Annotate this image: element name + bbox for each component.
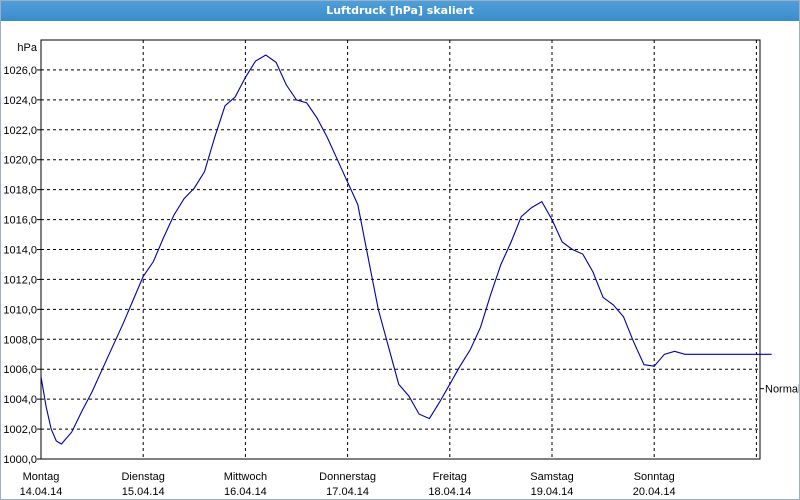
day-weekday-label: Montag — [23, 471, 60, 483]
day-date-label: 17.04.14 — [326, 486, 369, 498]
y-tick-label: 1012,0 — [3, 274, 37, 286]
day-weekday-label: Freitag — [433, 471, 467, 483]
day-weekday-label: Sonntag — [634, 471, 675, 483]
day-weekday-label: Donnerstag — [319, 471, 376, 483]
y-tick-label: 1018,0 — [3, 185, 37, 197]
day-date-label: 15.04.14 — [122, 486, 165, 498]
grid-lines — [41, 40, 760, 459]
y-tick-label: 1016,0 — [3, 215, 37, 227]
y-tick-label: 1014,0 — [3, 245, 37, 257]
y-tick-label: 1022,0 — [3, 125, 37, 137]
y-tick-label: 1006,0 — [3, 364, 37, 376]
y-tick-label: 1024,0 — [3, 95, 37, 107]
day-date-label: 14.04.14 — [20, 486, 63, 498]
normal-reference-label: Normal — [765, 384, 799, 396]
y-tick-label: 1004,0 — [3, 394, 37, 406]
pressure-series-line — [40, 54, 772, 445]
day-date-label: 18.04.14 — [428, 486, 471, 498]
y-tick-label: 1008,0 — [3, 334, 37, 346]
y-tick-label: 1000,0 — [3, 454, 37, 466]
x-axis-ticks: Montag 14.04.14 Dienstag 15.04.14 Mittwoch 16… — [20, 471, 676, 498]
y-tick-label: 1020,0 — [3, 155, 37, 167]
plot-frame — [40, 39, 761, 460]
y-tick-label: 1002,0 — [3, 424, 37, 436]
day-weekday-label: Dienstag — [121, 471, 164, 483]
day-date-label: 16.04.14 — [224, 486, 267, 498]
day-date-label: 19.04.14 — [531, 486, 574, 498]
y-tick-label: 1010,0 — [3, 304, 37, 316]
day-date-label: 20.04.14 — [633, 486, 676, 498]
y-tick-label: 1026,0 — [3, 65, 37, 77]
y-axis-label: hPa — [17, 42, 37, 54]
window-title: Luftdruck [hPa] skaliert — [1, 1, 799, 21]
y-axis-ticks: 1000,0 1002,0 1004,0 1006,0 1008,0 1010,0 1012… — [3, 65, 41, 466]
day-weekday-label: Mittwoch — [224, 471, 267, 483]
day-weekday-label: Samstag — [530, 471, 573, 483]
